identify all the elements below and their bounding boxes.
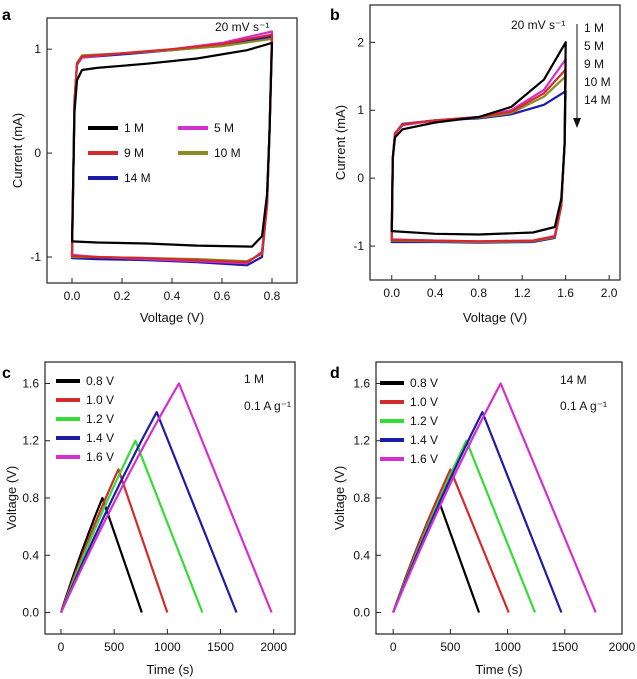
panel-a-series-5-m	[70, 30, 274, 265]
panel-c-ytick-label-1: 0.4	[22, 548, 39, 562]
panel-b-plot-frame	[369, 4, 621, 281]
panel-c-legend-label-0-8-v: 0.8 V	[86, 374, 114, 388]
panel-a-cv-chart: 0.0 0.2 0.4 0.6 0.8 -1 0 1 Voltage (V) Current (m…	[10, 17, 298, 325]
panel-b-series-10-m	[390, 75, 567, 244]
panel-b-xtick-label-1: 0.4	[427, 286, 444, 300]
panel-c-xtick-label-4: 2000	[260, 640, 287, 654]
panel-d-ytick-label-3: 1.2	[353, 434, 370, 448]
panel-b-xtick-label-5: 2.0	[601, 286, 618, 300]
panel-b-xtick-label-3: 1.2	[514, 286, 531, 300]
panel-b-y-axis-label: Current (mA)	[333, 105, 348, 180]
panel-d-xtick-label-4: 2000	[609, 640, 636, 654]
panel-a-legend-label-9-m: 9 M	[124, 146, 144, 160]
panel-b-arrow-head	[573, 118, 581, 128]
panel-d-x-axis-label: Time (s)	[475, 662, 522, 677]
panel-b-ytick-label-1: 0	[357, 171, 364, 185]
panel-d-annotation-0: 14 M	[560, 373, 587, 387]
panel-a-x-axis-label: Voltage (V)	[140, 310, 204, 325]
panel-a-xtick-label-4: 0.8	[264, 289, 281, 303]
panel-a-series-9-m	[70, 33, 274, 264]
panel-label-b: b	[330, 7, 340, 24]
panel-a-legend-label-1-m: 1 M	[124, 121, 144, 135]
panel-a-ytick-label-0: -1	[30, 250, 41, 264]
panel-d-xtick-label-2: 1000	[494, 640, 521, 654]
panel-c-series-1-6-v	[60, 382, 273, 613]
panel-b-ytick-label-3: 2	[357, 35, 364, 49]
panel-c-ytick-label-3: 1.2	[22, 434, 39, 448]
panel-c-series-1-2-v	[59, 439, 204, 613]
panel-a-xtick-label-2: 0.4	[164, 289, 181, 303]
panel-d-ytick-label-0: 0.0	[353, 606, 370, 620]
panel-b-xtick-label-4: 1.6	[557, 286, 574, 300]
panel-c-xtick-label-0: 0	[58, 640, 65, 654]
panel-c-series-1-4-v	[59, 411, 238, 613]
panel-d-legend-label-1-0-v: 1.0 V	[410, 395, 438, 409]
panel-b-legend-label-9-m: 9 M	[584, 57, 604, 71]
panel-d-series-1-6-v	[392, 382, 597, 613]
panel-d-legend-label-0-8-v: 0.8 V	[410, 376, 438, 390]
panel-b-cv-chart: 0.0 0.4 0.8 1.2 1.6 2.0 -1 0 1 2 Voltage (V) Curren…	[333, 4, 621, 325]
panel-d-xtick-label-3: 1500	[551, 640, 578, 654]
panel-b-series-1-m	[390, 41, 567, 236]
panel-a-xtick-label-1: 0.2	[114, 289, 131, 303]
panel-d-xtick-label-0: 0	[390, 640, 397, 654]
panel-a-series-1-m	[70, 41, 274, 248]
panel-c-annotation-0: 1 M	[244, 372, 264, 386]
panel-a-xtick-label-3: 0.6	[214, 289, 231, 303]
panel-d-series-1-2-v	[392, 439, 537, 613]
panel-a-ytick-label-1: 0	[34, 146, 41, 160]
panel-c-gcd-chart: 0 500 1000 1500 2000 0.0 0.4 0.8 1.2 1.6 Time (s) V…	[4, 361, 296, 677]
panel-c-y-axis-label: Voltage (V)	[4, 466, 19, 530]
panel-c-xtick-label-1: 500	[104, 640, 124, 654]
panel-a-xtick-label-0: 0.0	[64, 289, 81, 303]
panel-c-ytick-label-0: 0.0	[22, 606, 39, 620]
panel-b-series-14-m	[390, 90, 567, 244]
panel-b-ytick-label-2: 1	[357, 103, 364, 117]
panel-a-legend-label-10-m: 10 M	[214, 146, 241, 160]
panel-d-gcd-chart: 0 500 1000 1500 2000 0.0 0.4 0.8 1.2 1.6 Time (s) V…	[332, 361, 636, 677]
panel-label-a: a	[2, 7, 11, 24]
panel-b-xtick-label-2: 0.8	[470, 286, 487, 300]
panel-label-d: d	[330, 365, 340, 382]
panel-d-ytick-label-2: 0.8	[353, 491, 370, 505]
panel-c-legend-label-1-6-v: 1.6 V	[86, 450, 114, 464]
panel-b-legend-label-5-m: 5 M	[584, 39, 604, 53]
panel-a-annotation: 20 mV s⁻¹	[215, 20, 269, 34]
panel-b-legend-label-1-m: 1 M	[584, 21, 604, 35]
panel-b-legend-label-14-m: 14 M	[584, 93, 611, 107]
panel-d-legend-label-1-2-v: 1.2 V	[410, 414, 438, 428]
panel-d-series-1-0-v	[392, 468, 510, 613]
panel-d-legend-label-1-4-v: 1.4 V	[410, 433, 438, 447]
panel-b-xtick-label-0: 0.0	[383, 286, 400, 300]
panel-d-annotation-1: 0.1 A g⁻¹	[560, 399, 607, 413]
panel-a-legend-label-14-m: 14 M	[124, 171, 151, 185]
panel-a-legend-label-5-m: 5 M	[214, 121, 234, 135]
panel-b-series-9-m	[390, 68, 567, 243]
panel-b-ytick-label-0: -1	[353, 239, 364, 253]
panel-c-annotation-1: 0.1 A g⁻¹	[244, 399, 291, 413]
panel-d-xtick-label-1: 500	[440, 640, 460, 654]
panel-c-ytick-label-4: 1.6	[22, 376, 39, 390]
panel-d-ytick-label-4: 1.6	[353, 376, 370, 390]
panel-c-xtick-label-2: 1000	[154, 640, 181, 654]
panel-b-series-5-m	[390, 58, 567, 243]
panel-a-series-10-m	[70, 37, 274, 263]
panel-c-legend-label-1-0-v: 1.0 V	[86, 393, 114, 407]
panel-c-xtick-label-3: 1500	[207, 640, 234, 654]
panel-label-c: c	[2, 365, 11, 382]
panel-a-y-axis-label: Current (mA)	[10, 113, 25, 188]
panel-c-ytick-label-2: 0.8	[22, 491, 39, 505]
panel-b-legend-label-10-m: 10 M	[584, 75, 611, 89]
panel-d-legend-label-1-6-v: 1.6 V	[410, 452, 438, 466]
panel-b-x-axis-label: Voltage (V)	[463, 310, 527, 325]
panel-b-annotation: 20 mV s⁻¹	[511, 18, 565, 32]
panel-a-ytick-label-2: 1	[34, 42, 41, 56]
panel-c-x-axis-label: Time (s)	[146, 662, 193, 677]
panel-d-ytick-label-1: 0.4	[353, 548, 370, 562]
panel-c-legend-label-1-2-v: 1.2 V	[86, 412, 114, 426]
panel-c-legend-label-1-4-v: 1.4 V	[86, 431, 114, 445]
panel-d-y-axis-label: Voltage (V)	[332, 466, 347, 530]
panel-c-series-1-0-v	[59, 468, 169, 613]
